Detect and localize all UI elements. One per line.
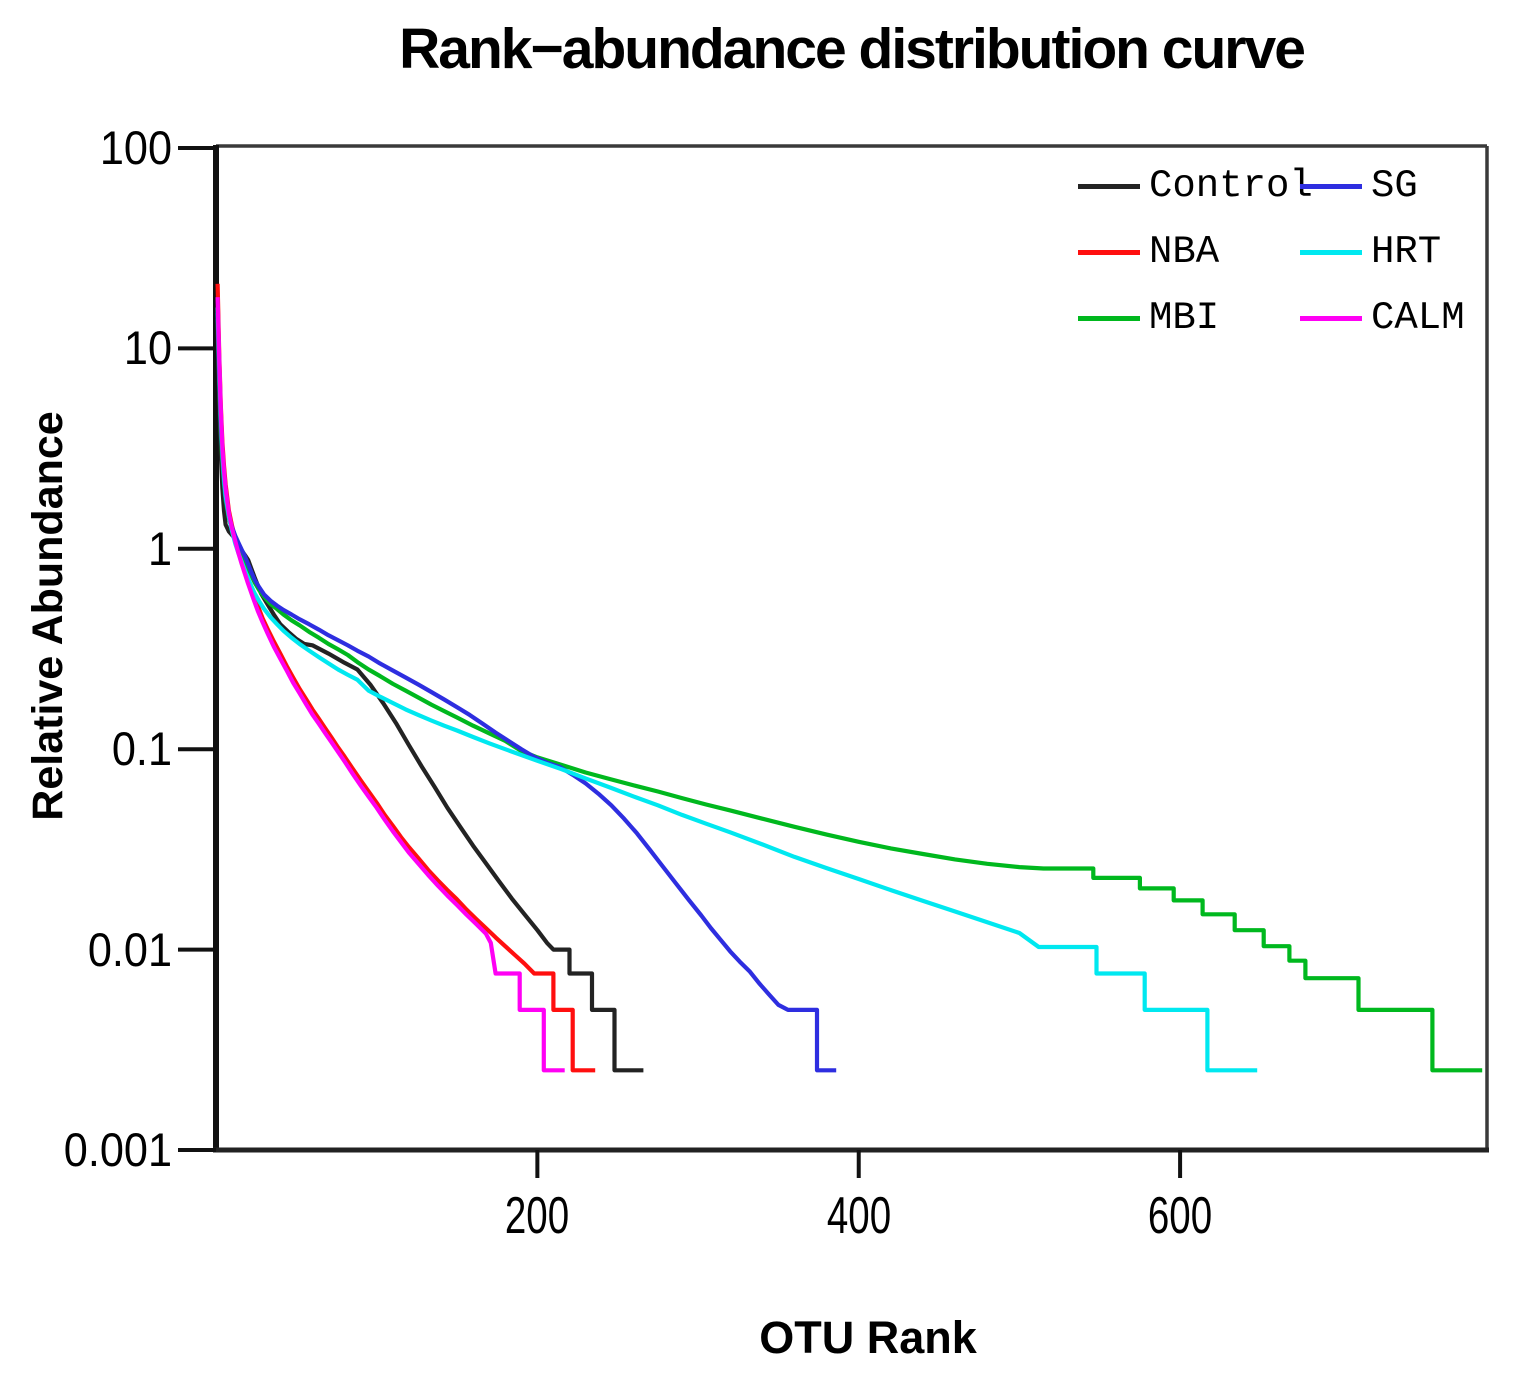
y-tick-label: 0.1 <box>111 722 172 775</box>
legend-label: SG <box>1371 164 1418 208</box>
legend-label: CALM <box>1371 296 1465 340</box>
legend-swatch-mbi <box>1078 315 1140 321</box>
y-tick-label: 100 <box>99 121 172 174</box>
y-tick-label: 10 <box>123 321 172 374</box>
legend-item-hrt: HRT <box>1300 228 1441 276</box>
y-tick-label: 0.001 <box>63 1123 172 1176</box>
legend-swatch-hrt <box>1300 249 1362 255</box>
legend-swatch-sg <box>1300 183 1362 189</box>
x-tick-label: 200 <box>504 1187 570 1245</box>
y-tick-label: 0.01 <box>87 923 172 976</box>
legend-swatch-nba <box>1078 249 1140 255</box>
curve-sg <box>215 313 837 1073</box>
curve-calm <box>215 297 565 1073</box>
chart-title: Rank−abundance distribution curve <box>399 17 1306 81</box>
curve-mbi <box>215 319 1483 1073</box>
legend-label: HRT <box>1371 230 1442 274</box>
legend-swatch-control <box>1078 183 1140 189</box>
legend-item-sg: SG <box>1300 162 1418 210</box>
legend-item-nba: NBA <box>1078 228 1219 276</box>
x-tick-label: 600 <box>1147 1187 1213 1245</box>
legend-item-calm: CALM <box>1300 294 1465 342</box>
legend-item-mbi: MBI <box>1078 294 1219 342</box>
curve-control <box>215 332 644 1073</box>
legend-swatch-calm <box>1300 315 1362 321</box>
x-axis-title: OTU Rank <box>759 1312 977 1363</box>
legend-label: MBI <box>1149 296 1220 340</box>
legend-label: Control <box>1149 164 1313 208</box>
y-tick-label: 1 <box>147 522 172 575</box>
legend-label: NBA <box>1149 230 1220 274</box>
legend-item-control: Control <box>1078 162 1313 210</box>
x-tick-label: 400 <box>826 1187 892 1245</box>
